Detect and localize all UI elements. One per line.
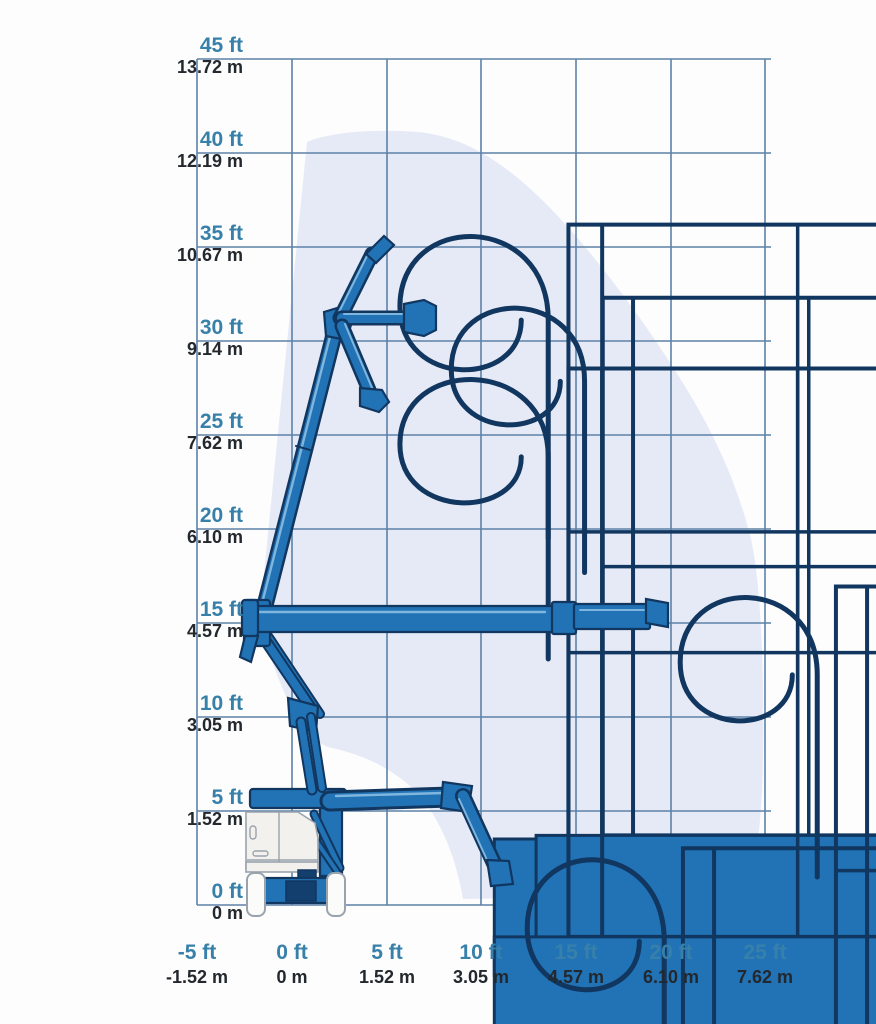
platform-rotator [485,858,515,888]
y-tick-m: 9.14 m [186,338,243,359]
x-tick-ft: 10 ft [459,941,503,964]
y-tick-ft: 45 ft [199,34,243,57]
y-tick-ft: 35 ft [199,222,243,245]
y-axis-tick: 20 ft 6.10 m [93,504,243,547]
x-axis-tick: -5 ft -1.52 m [132,940,262,989]
y-tick-m: 3.05 m [186,714,243,735]
grid [196,58,771,906]
x-axis-tick: 15 ft 4.57 m [511,940,641,989]
y-tick-m: 12.19 m [176,150,243,171]
y-tick-ft: 20 ft [199,504,243,527]
y-tick-m: 0 m [211,902,243,923]
y-axis-tick: 40 ft 12.19 m [93,128,243,171]
x-tick-ft: 15 ft [554,941,598,964]
x-tick-m: 1.52 m [358,967,416,988]
y-axis-tick: 15 ft 4.57 m [93,598,243,641]
y-tick-ft: 15 ft [199,598,243,621]
platform-rotator [402,298,438,338]
y-axis-tick: 45 ft 13.72 m [93,34,243,77]
riser-linkage [251,622,327,796]
y-tick-m: 1.52 m [186,808,243,829]
boom-position-4 [240,584,876,1024]
platform-rotator [644,597,670,629]
y-axis-tick: 10 ft 3.05 m [93,692,243,735]
x-axis-tick: 0 ft 0 m [227,940,357,989]
x-axis-tick: 20 ft 6.10 m [606,940,736,989]
rear-wheel [246,872,266,917]
x-tick-ft: 5 ft [371,941,403,964]
boom-tail [240,598,260,638]
x-tick-ft: 20 ft [649,941,693,964]
y-axis-tick: 35 ft 10.67 m [93,222,243,265]
y-axis-tick: 25 ft 7.62 m [93,410,243,453]
y-axis-tick: 5 ft 1.52 m [93,786,244,829]
y-tick-m: 10.67 m [176,244,243,265]
y-axis-tick: 0 ft 0 m [93,880,244,923]
y-tick-ft: 10 ft [199,692,243,715]
x-tick-m: 3.05 m [452,967,510,988]
x-tick-m: 0 m [276,967,308,988]
platform-rotator [358,386,391,414]
x-axis-tick: 5 ft 1.52 m [322,940,452,989]
boom-position-5 [319,780,876,1024]
y-tick-ft: 25 ft [199,410,243,433]
y-tick-m: 13.72 m [176,56,243,77]
boom-position-1 [332,225,876,976]
y-tick-m: 6.10 m [186,526,243,547]
x-tick-m: 6.10 m [642,967,700,988]
boom-position-2 [334,296,876,957]
front-wheel [326,872,346,917]
y-tick-ft: 5 ft [211,786,244,809]
platform-rotator [364,234,396,265]
x-tick-m: 7.62 m [736,967,794,988]
x-axis-tick: 10 ft 3.05 m [416,940,546,989]
telescoping-boom [572,602,652,631]
y-tick-m: 7.62 m [186,432,243,453]
x-tick-ft: 0 ft [276,941,308,964]
x-tick-ft: 25 ft [743,941,787,964]
body-skirt [245,861,319,873]
x-axis-tick: 25 ft 7.62 m [700,940,830,989]
x-tick-m: 4.57 m [547,967,605,988]
y-tick-m: 4.57 m [186,620,243,641]
x-tick-m: -1.52 m [165,967,229,988]
y-tick-ft: 30 ft [199,316,243,339]
primary-boom [246,604,564,634]
boom-lift-base [245,787,348,917]
y-tick-ft: 40 ft [199,128,243,151]
y-tick-ft: 0 ft [211,880,244,903]
rotator-base [297,869,317,879]
boom-position-3 [334,318,876,1024]
y-axis-tick: 30 ft 9.14 m [93,316,243,359]
x-tick-ft: -5 ft [177,941,217,964]
boom-collar [550,600,578,636]
